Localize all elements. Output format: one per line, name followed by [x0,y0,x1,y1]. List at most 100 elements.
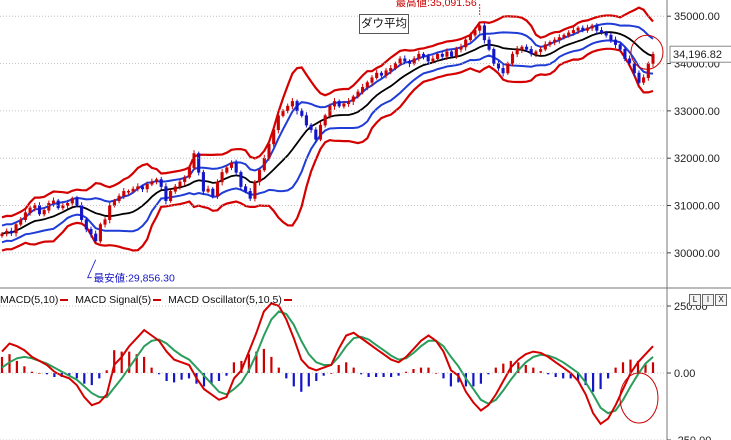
candle-body [66,202,70,206]
candle-body [215,181,220,197]
candle-body [548,41,552,45]
candle-body [618,44,622,50]
macd-legend: MACD(5,10) MACD Signal(5) MACD Oscillato… [0,293,296,307]
candle-body [98,224,102,242]
candle-body [262,157,266,171]
candle-body [244,186,248,192]
bollinger-upper-outer [1,6,654,219]
labels: 最高値:35,091.56 最安値:29,856.30 34,196.82 [87,0,731,424]
candle-body [337,101,341,107]
oscillator-bar [330,373,333,374]
candle-body [567,32,571,36]
price-tick-label: 32000.00 [674,153,720,165]
candle-body [599,30,604,34]
oscillator-bar [120,351,123,373]
oscillator-bar [442,373,445,379]
oscillator-bar [472,373,475,387]
candle-body [258,169,262,183]
candle-body [609,34,613,41]
oscillator-bar [240,360,243,373]
oscillator-bar [367,373,370,377]
candle-body [206,188,210,192]
last-price-label: 34,196.82 [673,49,722,61]
candle-body [468,34,472,41]
candle-body [42,210,46,215]
oscillator-bar [382,373,385,377]
oscillator-bar [539,371,542,373]
candle-body [553,39,557,43]
candle-body [347,101,351,105]
candle-body [412,58,416,64]
macd-legend-item-signal: MACD Signal(5) [75,294,152,306]
oscillator-bar [0,356,4,373]
candle-body [9,230,13,234]
low-marker-line [87,259,97,279]
candle-body [328,105,332,116]
candle-body [440,53,444,57]
candle-body [529,49,533,55]
candle-body [225,167,229,173]
candle-body [234,162,238,173]
oscillator-bar [547,373,550,375]
candle-body [585,27,589,31]
oscillator-bar [607,373,610,379]
chart-title-box[interactable]: ダウ平均 [359,14,409,34]
oscillator-bar [360,373,363,375]
oscillator-bar [83,373,86,384]
oscillator-bar [502,363,505,373]
candle-body [150,181,154,185]
candle-body [281,110,285,116]
candle-body [169,191,173,202]
oscillator-bar [554,373,557,377]
oscillator-bar [158,373,161,375]
oscillator-bar [352,367,355,373]
panel-button-l[interactable]: L [689,294,701,306]
candle-body [197,153,201,173]
candle-body [122,191,126,197]
candle-body [384,70,388,76]
oscillator-bar [614,367,617,373]
candle-body [94,233,98,242]
macd-panel[interactable] [0,302,655,426]
candle-body [108,205,112,220]
price-panel[interactable] [0,6,655,252]
candle-body [173,186,177,192]
oscillator-bar [113,350,116,373]
candle-body [272,129,276,145]
panel-button-x[interactable]: X [715,294,727,306]
candle-body [590,25,594,29]
oscillator-bar [592,373,595,392]
oscillator-bar [621,362,625,373]
candle-body [80,205,84,220]
oscillator-bar [300,373,303,392]
candle-body [398,58,402,64]
candle-body [539,49,543,52]
oscillator-bar [105,370,108,373]
panel-button-i[interactable]: I [702,294,714,306]
candle-body [445,51,449,57]
candle-body [426,56,430,62]
oscillator-bar [173,373,176,383]
oscillator-bar [412,369,415,373]
candle-body [187,167,191,178]
oscillator-bar [562,373,565,379]
candle-body [295,101,299,112]
oscillator-bar [45,373,48,375]
macd-tick-label: 0.00 [674,368,695,380]
oscillator-bar [255,351,258,373]
candle-body [478,25,482,31]
candle-body [646,63,650,78]
oscillator-bar [128,351,131,373]
candle-body [211,188,215,197]
candle-body [0,233,4,237]
macd-legend-line-signal [153,299,162,302]
bollinger-upper-inner [1,22,654,227]
candle-body [61,205,65,209]
candle-body [201,172,205,192]
oscillator-bar [165,373,168,381]
candle-body [126,191,131,193]
macd-tick-label: -250.00 [674,435,711,440]
oscillator-bar [517,362,520,373]
candle-body [75,198,79,206]
